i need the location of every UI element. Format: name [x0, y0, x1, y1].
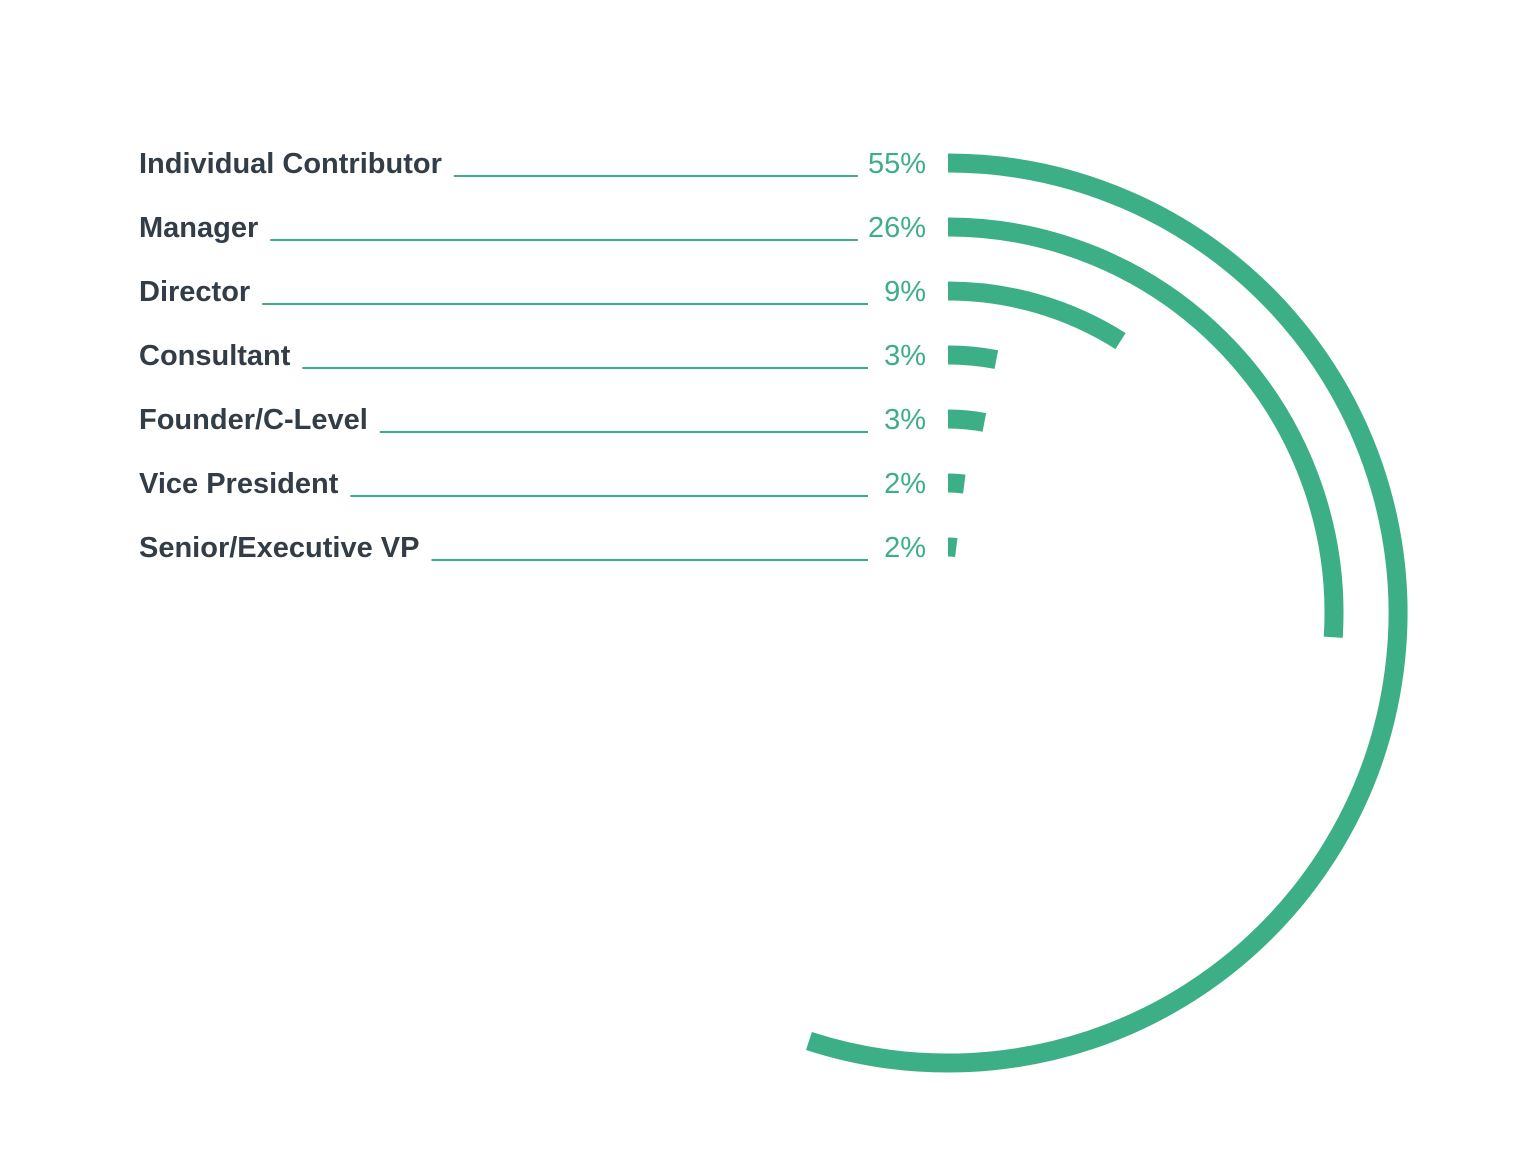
category-label-consultant: Consultant	[139, 340, 291, 372]
category-label-individual-contributor: Individual Contributor	[139, 148, 442, 180]
category-label-senior-executive-vp: Senior/Executive VP	[139, 532, 419, 564]
value-label-senior-executive-vp: 2%	[884, 532, 926, 564]
value-label-vice-president: 2%	[884, 468, 926, 500]
arc-layer	[806, 153, 1408, 1073]
value-label-director: 9%	[884, 276, 926, 308]
arc-founder-c-level	[947, 409, 987, 432]
category-label-director: Director	[139, 276, 250, 308]
arc-senior-executive-vp	[947, 537, 958, 557]
value-label-manager: 26%	[868, 212, 926, 244]
category-label-founder-c-level: Founder/C-Level	[139, 404, 368, 436]
arc-individual-contributor	[806, 153, 1408, 1073]
label-layer: Individual Contributor 55% Manager 26% Direc…	[139, 148, 926, 564]
arc-consultant	[947, 345, 999, 369]
category-label-vice-president: Vice President	[139, 468, 339, 500]
arc-vice-president	[947, 473, 966, 494]
arc-manager	[947, 217, 1344, 638]
category-label-manager: Manager	[139, 212, 258, 244]
value-label-individual-contributor: 55%	[868, 148, 926, 180]
value-label-founder-c-level: 3%	[884, 404, 926, 436]
value-label-consultant: 3%	[884, 340, 926, 372]
arc-director	[947, 281, 1126, 350]
